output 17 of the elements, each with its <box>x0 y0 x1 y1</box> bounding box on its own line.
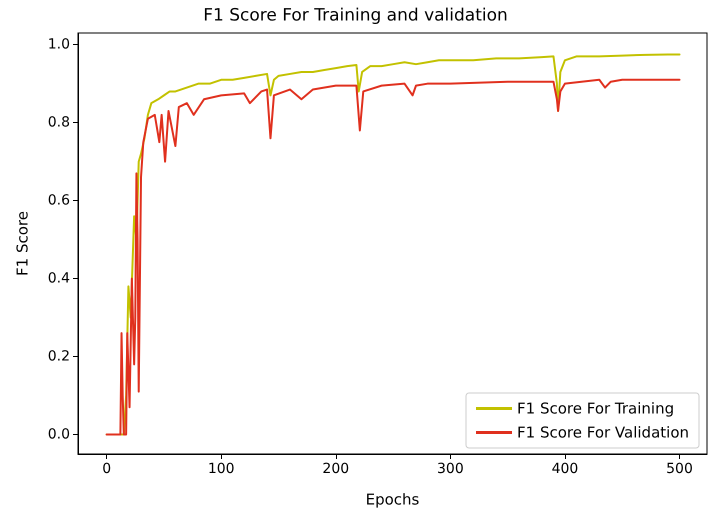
y-tick-label: 0.8 <box>48 114 70 131</box>
y-tick-label: 0.6 <box>48 192 70 209</box>
legend-label: F1 Score For Validation <box>517 424 690 442</box>
y-tick-label: 0.2 <box>48 348 70 365</box>
y-tick-label: 1.0 <box>48 36 70 53</box>
y-tick-label: 0.0 <box>48 426 70 443</box>
x-axis-title: Epochs <box>366 490 420 508</box>
x-tick-label: 100 <box>208 461 235 477</box>
x-tick-label: 300 <box>436 461 464 477</box>
chart-title: F1 Score For Training and validation <box>203 6 508 26</box>
y-tick-label: 0.4 <box>48 270 70 287</box>
x-tick-label: 500 <box>666 461 693 477</box>
y-axis-title: F1 Score <box>14 211 32 276</box>
legend-label: F1 Score For Training <box>517 400 674 418</box>
x-tick-label: 400 <box>552 461 578 477</box>
x-tick-label: 0 <box>102 461 112 477</box>
x-tick-label: 200 <box>322 461 350 477</box>
